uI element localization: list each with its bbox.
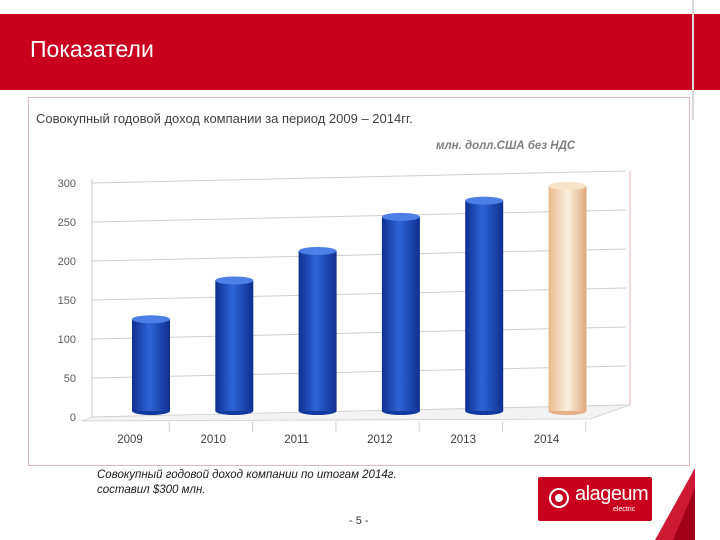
bar-2011 bbox=[298, 246, 337, 415]
gridline bbox=[91, 365, 627, 379]
y-tick-label: 0 bbox=[70, 412, 76, 424]
bar-2014 bbox=[548, 182, 587, 415]
bar-body bbox=[548, 186, 587, 411]
x-tick-label: 2014 bbox=[534, 434, 560, 446]
gridline bbox=[91, 248, 627, 262]
y-tick-label: 300 bbox=[58, 178, 76, 190]
y-tick-label: 150 bbox=[58, 295, 76, 307]
bar-top bbox=[215, 276, 254, 285]
bar-top bbox=[132, 315, 170, 324]
summary-line-1: Совокупный годовой доход компании по ито… bbox=[97, 469, 397, 481]
bar-2013 bbox=[465, 196, 504, 415]
gridline bbox=[91, 209, 627, 223]
y-tick-label: 250 bbox=[58, 217, 76, 229]
bar-top bbox=[465, 196, 504, 205]
x-tick-label: 2009 bbox=[117, 434, 143, 446]
y-tick-label: 200 bbox=[58, 256, 76, 268]
bar-body bbox=[381, 216, 420, 411]
bar-body bbox=[215, 280, 254, 411]
logo-name: alageum bbox=[575, 483, 649, 505]
bar-2012 bbox=[381, 212, 420, 415]
x-tick-label: 2013 bbox=[450, 434, 476, 446]
summary-line-2: составил $300 млн. bbox=[97, 484, 206, 496]
divider-line bbox=[692, 0, 694, 120]
bar-body bbox=[465, 200, 504, 411]
x-tick-label: 2010 bbox=[201, 434, 227, 446]
bar-top bbox=[298, 246, 337, 255]
bar-2009 bbox=[132, 315, 170, 415]
corner-decoration bbox=[655, 468, 695, 540]
company-logo: alageum electric bbox=[538, 477, 652, 521]
page-title: Показатели bbox=[30, 36, 154, 62]
chart-units: млн. долл.США без НДС bbox=[436, 140, 576, 152]
bar-top bbox=[381, 212, 420, 221]
summary-note: Совокупный годовой доход компании по ито… bbox=[97, 468, 397, 498]
chart-title: Совокупный годовой доход компании за пер… bbox=[36, 111, 413, 126]
x-tick-label: 2012 bbox=[367, 434, 393, 446]
gridline bbox=[91, 326, 627, 340]
y-tick-label: 100 bbox=[58, 334, 76, 346]
bar-top bbox=[548, 182, 587, 190]
gridline bbox=[91, 170, 627, 184]
x-tick-label: 2011 bbox=[284, 434, 309, 446]
bar-body bbox=[298, 250, 337, 411]
chart-frame bbox=[28, 97, 690, 466]
gridline bbox=[91, 287, 627, 301]
bar-2010 bbox=[215, 276, 254, 415]
logo-mark-icon bbox=[549, 488, 569, 508]
y-tick-label: 50 bbox=[64, 373, 76, 385]
logo-sub: electric bbox=[613, 506, 636, 513]
page-number: - 5 - bbox=[349, 515, 369, 527]
header-bar: Показатели bbox=[0, 14, 720, 90]
bar-body bbox=[132, 319, 170, 411]
